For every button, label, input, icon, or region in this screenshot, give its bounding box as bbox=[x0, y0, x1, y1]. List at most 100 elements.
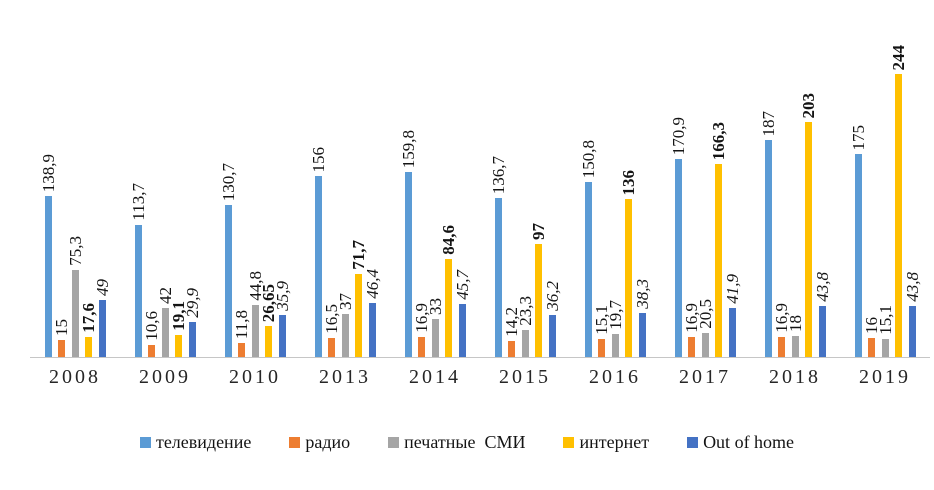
bar-radio-2015 bbox=[508, 341, 515, 357]
bar-slot-internet-2010: 26,65 bbox=[259, 68, 278, 357]
bar-internet-2008 bbox=[85, 337, 92, 357]
bar-radio-2016 bbox=[598, 339, 605, 357]
x-tick-2009: 2009 bbox=[139, 366, 191, 388]
bar-label-internet-2013: 71,7 bbox=[349, 240, 368, 270]
bar-label-out-of-home-2016: 38,3 bbox=[632, 279, 652, 309]
bar-radio-2013 bbox=[328, 338, 335, 357]
bar-radio-2010 bbox=[238, 343, 245, 357]
bar-slot-internet-2008: 17,6 bbox=[79, 68, 98, 357]
bar-label-print-2017: 20,5 bbox=[695, 299, 715, 329]
bar-print-2015 bbox=[521, 330, 529, 357]
bar-tv-2019 bbox=[854, 154, 862, 357]
bar-print-2018 bbox=[791, 336, 799, 357]
bar-group-2018: 187 16,9 18 203 43,8 bbox=[750, 68, 840, 357]
bar-slot-out-of-home-2010: 35,9 bbox=[272, 68, 292, 357]
bar-label-tv-2009: 113,7 bbox=[128, 183, 148, 221]
bar-slot-internet-2019: 244 bbox=[889, 45, 908, 357]
bar-label-out-of-home-2009: 29,9 bbox=[182, 288, 202, 318]
bar-slot-radio-2017: 16,9 bbox=[682, 68, 701, 357]
legend-label-radio: радио bbox=[305, 432, 351, 452]
bar-slot-out-of-home-2018: 43,8 bbox=[812, 68, 832, 357]
x-tick-2008: 2008 bbox=[49, 366, 101, 388]
x-tick-2016: 2016 bbox=[589, 366, 641, 388]
legend-swatch-print bbox=[388, 437, 400, 448]
bar-label-internet-2016: 136 bbox=[619, 169, 638, 196]
bar-label-internet-2018: 203 bbox=[799, 92, 818, 119]
bar-tv-2017 bbox=[674, 159, 682, 357]
bar-label-print-2019: 15,1 bbox=[875, 305, 895, 335]
bar-out-of-home-2016 bbox=[638, 313, 646, 357]
bar-print-2008 bbox=[71, 270, 79, 357]
bar-radio-2014 bbox=[418, 337, 425, 357]
bar-internet-2015 bbox=[535, 244, 542, 357]
x-tick-2019: 2019 bbox=[859, 366, 911, 388]
bar-slot-print-2014: 33 bbox=[425, 68, 445, 357]
bar-slot-tv-2014: 159,8 bbox=[398, 68, 418, 357]
bar-slot-print-2016: 19,7 bbox=[606, 68, 625, 357]
bar-label-internet-2015: 97 bbox=[529, 223, 548, 240]
bar-out-of-home-2010 bbox=[278, 315, 286, 357]
bars-area: 138,9 15 75,3 17,6 49 113,7 10,6 42 19,1 29,9 130,… bbox=[30, 45, 930, 358]
bar-slot-print-2009: 42 bbox=[156, 68, 175, 357]
bar-slot-out-of-home-2009: 29,9 bbox=[182, 68, 202, 357]
bar-slot-tv-2013: 156 bbox=[309, 68, 328, 357]
bar-slot-out-of-home-2014: 45,7 bbox=[452, 68, 472, 357]
bar-label-out-of-home-2015: 36,2 bbox=[542, 281, 562, 311]
x-tick-2018: 2018 bbox=[769, 366, 821, 388]
bar-label-tv-2016: 150,8 bbox=[578, 139, 598, 178]
bar-internet-2009 bbox=[175, 335, 182, 357]
bar-slot-radio-2013: 16,5 bbox=[322, 68, 341, 357]
legend-item-print: печатные СМИ bbox=[388, 432, 525, 453]
legend-item-radio: радио bbox=[289, 432, 350, 453]
legend-item-tv: телевидение bbox=[139, 432, 251, 453]
bar-slot-out-of-home-2019: 43,8 bbox=[902, 68, 922, 357]
bar-label-print-2014: 33 bbox=[425, 298, 445, 315]
bar-group-2009: 113,7 10,6 42 19,1 29,9 bbox=[120, 68, 210, 357]
bar-label-tv-2017: 170,9 bbox=[668, 116, 688, 155]
bar-group-2008: 138,9 15 75,3 17,6 49 bbox=[30, 68, 120, 357]
bar-slot-radio-2010: 11,8 bbox=[232, 68, 251, 357]
legend-swatch-tv bbox=[139, 437, 151, 448]
bar-group-2013: 156 16,5 37 71,7 46,4 bbox=[300, 68, 390, 357]
x-tick-2013: 2013 bbox=[319, 366, 371, 388]
bar-radio-2017 bbox=[688, 337, 695, 357]
bar-label-tv-2010: 130,7 bbox=[218, 162, 238, 201]
bar-slot-print-2017: 20,5 bbox=[695, 68, 715, 357]
bar-label-out-of-home-2018: 43,8 bbox=[812, 272, 832, 302]
bar-label-internet-2019: 244 bbox=[889, 44, 908, 71]
bar-label-out-of-home-2008: 49 bbox=[92, 279, 112, 296]
bar-out-of-home-2008 bbox=[98, 300, 106, 357]
bar-out-of-home-2015 bbox=[548, 315, 556, 357]
legend-label-out-of-home: Out of home bbox=[703, 432, 795, 452]
bar-label-out-of-home-2017: 41,9 bbox=[722, 274, 742, 304]
bar-slot-tv-2010: 130,7 bbox=[218, 68, 238, 357]
bar-label-tv-2015: 136,7 bbox=[488, 155, 508, 194]
bar-slot-radio-2009: 10,6 bbox=[142, 68, 161, 357]
bar-tv-2010 bbox=[224, 205, 232, 357]
bar-group-2017: 170,9 16,9 20,5 166,3 41,9 bbox=[660, 68, 750, 357]
bar-label-tv-2019: 175 bbox=[848, 124, 868, 151]
bar-slot-print-2010: 44,8 bbox=[246, 68, 265, 357]
x-tick-2014: 2014 bbox=[409, 366, 461, 388]
bar-label-out-of-home-2010: 35,9 bbox=[272, 281, 292, 311]
bar-group-2015: 136,7 14,2 23,3 97 36,2 bbox=[480, 68, 570, 357]
bar-slot-tv-2015: 136,7 bbox=[488, 68, 508, 357]
bar-label-radio-2009: 10,6 bbox=[142, 311, 161, 341]
bar-out-of-home-2013 bbox=[368, 303, 376, 357]
bar-tv-2008 bbox=[44, 196, 52, 357]
bar-slot-print-2013: 37 bbox=[335, 68, 355, 357]
bar-label-tv-2014: 159,8 bbox=[398, 129, 418, 168]
bar-slot-internet-2015: 97 bbox=[529, 68, 548, 357]
bar-label-out-of-home-2019: 43,8 bbox=[902, 272, 922, 302]
bar-label-out-of-home-2014: 45,7 bbox=[452, 270, 472, 300]
bar-group-2019: 175 16 15,1 244 43,8 bbox=[840, 45, 930, 357]
bar-slot-internet-2009: 19,1 bbox=[169, 68, 188, 357]
bar-out-of-home-2014 bbox=[458, 304, 466, 357]
bar-label-internet-2014: 84,6 bbox=[439, 225, 458, 255]
bar-slot-radio-2014: 16,9 bbox=[412, 68, 431, 357]
bar-slot-print-2015: 23,3 bbox=[516, 68, 535, 357]
bar-radio-2018 bbox=[778, 337, 785, 357]
bar-label-print-2013: 37 bbox=[335, 293, 355, 310]
bar-radio-2019 bbox=[868, 338, 875, 357]
